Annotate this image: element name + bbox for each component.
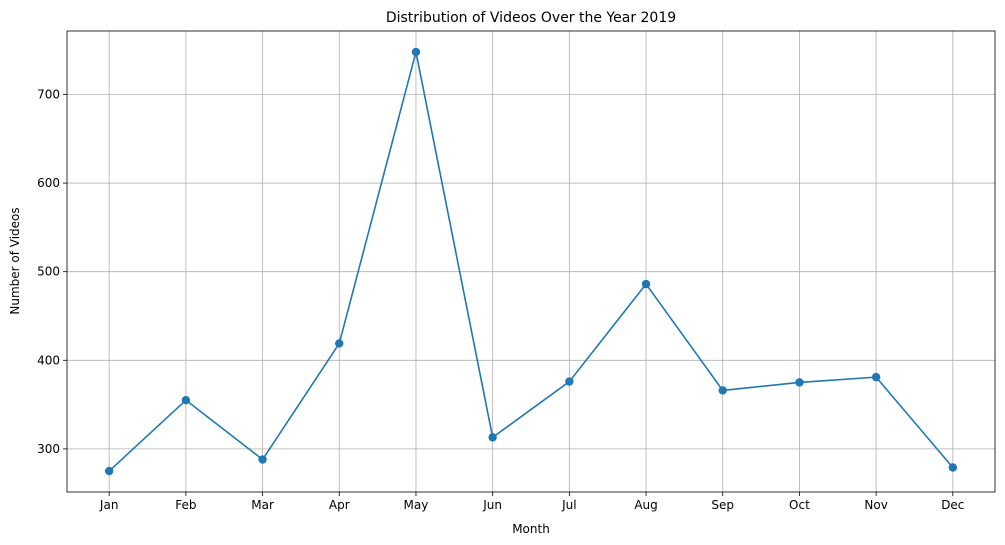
x-tick-label: Mar — [251, 498, 274, 512]
data-point-mar — [258, 455, 267, 464]
x-tick-label: Jun — [482, 498, 502, 512]
data-point-oct — [795, 378, 804, 387]
y-axis: 300 400 500 600 700 — [37, 87, 67, 456]
y-tick-label: 700 — [37, 87, 60, 101]
data-point-aug — [641, 279, 651, 289]
data-point-apr — [335, 339, 344, 348]
y-axis-label: Number of Videos — [8, 207, 22, 314]
data-point-dec — [948, 463, 958, 472]
y-tick-label: 500 — [37, 265, 60, 279]
series-line — [108, 51, 954, 472]
data-point-feb — [181, 395, 191, 405]
data-point-sep — [718, 386, 727, 395]
x-tick-label: Feb — [175, 498, 196, 512]
data-point-may — [411, 47, 421, 57]
y-tick-label: 400 — [37, 353, 60, 367]
x-tick-label: Jan — [99, 498, 119, 512]
data-point-jul — [565, 377, 574, 386]
x-tick-label: Jul — [561, 498, 576, 512]
series-layer — [104, 47, 958, 476]
x-tick-label: Apr — [329, 498, 350, 512]
plot-frame — [66, 30, 996, 493]
x-axis-label: Month — [512, 522, 550, 536]
data-point-nov — [871, 372, 881, 382]
x-tick-label: May — [404, 498, 429, 512]
data-point-jun — [488, 433, 497, 442]
x-axis: Jan Feb Mar Apr May Jun Jul Aug Sep Oct Nov Dec — [99, 492, 964, 512]
chart-title: Distribution of Videos Over the Year 201… — [386, 10, 676, 26]
x-tick-label: Oct — [789, 498, 810, 512]
x-tick-label: Aug — [634, 498, 657, 512]
grid-lines — [67, 31, 995, 492]
x-tick-label: Dec — [941, 498, 964, 512]
y-tick-label: 300 — [37, 442, 60, 456]
x-tick-label: Nov — [864, 498, 887, 512]
y-tick-label: 600 — [37, 176, 60, 190]
x-tick-label: Sep — [711, 498, 734, 512]
data-point-jan — [104, 466, 114, 476]
